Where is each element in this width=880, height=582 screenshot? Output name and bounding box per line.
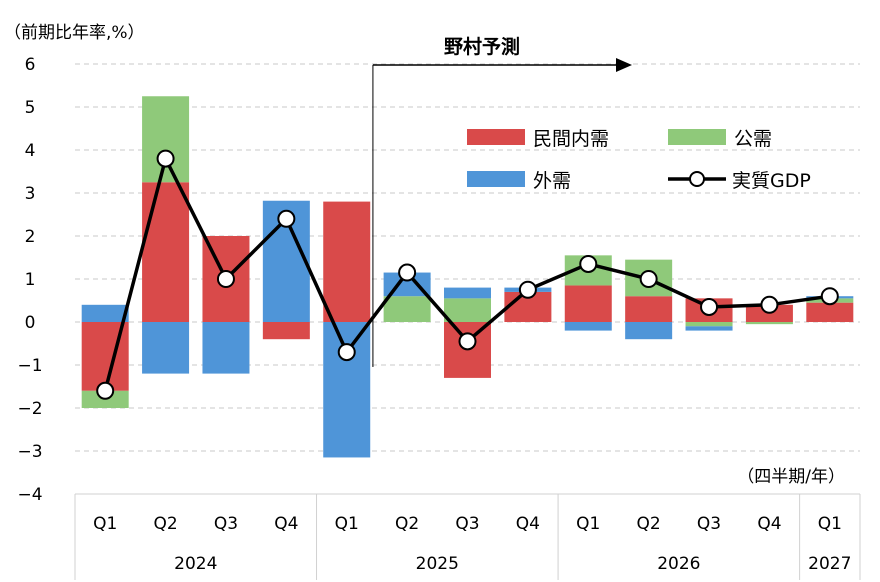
gdp-point xyxy=(337,343,356,362)
gdp-point xyxy=(277,209,296,228)
bar-segment xyxy=(806,302,854,322)
x-unit-label: （四半期/年） xyxy=(737,467,845,487)
bar-segment xyxy=(444,298,491,322)
y-tick-label: 3 xyxy=(25,184,36,204)
x-tick-label: Q4 xyxy=(516,514,540,534)
year-label: 2027 xyxy=(808,554,851,574)
x-tick-label: Q3 xyxy=(214,514,238,534)
legend-marker xyxy=(689,171,705,187)
y-unit-label: （前期比年率,%） xyxy=(4,23,145,43)
y-tick-labels: 6 5 4 3 2 1 0 −1 −2 −3 −4 xyxy=(17,55,42,505)
legend-swatch xyxy=(668,129,726,145)
year-label: 2024 xyxy=(174,554,217,574)
legend-label: 公需 xyxy=(734,128,772,150)
legend-label: 外需 xyxy=(533,170,571,192)
y-tick-label: −3 xyxy=(17,442,42,462)
forecast-arrow-head xyxy=(616,58,632,72)
gdp-point xyxy=(760,295,779,314)
y-tick-label: 2 xyxy=(25,227,36,247)
y-tick-label: 0 xyxy=(25,313,36,333)
y-tick-label: 5 xyxy=(25,98,36,118)
bar-segment xyxy=(564,285,612,322)
bar-segment xyxy=(142,182,190,322)
x-tick-label: Q3 xyxy=(697,514,721,534)
gdp-point xyxy=(156,149,175,168)
bar-segment xyxy=(685,326,733,331)
x-tick-label: Q4 xyxy=(757,514,781,534)
forecast-label: 野村予測 xyxy=(444,35,520,58)
legend-swatch xyxy=(467,129,525,145)
legend-swatch xyxy=(467,171,525,187)
legend-label: 実質GDP xyxy=(732,170,811,192)
x-tick-label: Q4 xyxy=(274,514,298,534)
bar-segment xyxy=(262,322,310,340)
bar-segment xyxy=(685,322,733,327)
x-tick-label: Q2 xyxy=(153,514,177,534)
y-tick-label: 4 xyxy=(25,141,36,161)
year-label: 2026 xyxy=(657,554,700,574)
x-axis: Q1 Q2 Q3 Q4 Q1 Q2 Q3 Q4 Q1 Q2 Q3 Q4 Q1 2024 2025 2026 20… xyxy=(74,493,861,580)
x-tick-label: Q2 xyxy=(395,514,419,534)
y-tick-label: −4 xyxy=(17,485,42,505)
x-tick-label: Q2 xyxy=(637,514,661,534)
bar-segment xyxy=(202,322,250,374)
bar-segment xyxy=(142,96,190,183)
legend-label: 民間内需 xyxy=(533,128,609,150)
y-tick-label: −1 xyxy=(17,356,42,376)
x-tick-label: Q3 xyxy=(455,514,479,534)
bar-segment xyxy=(564,322,612,331)
y-tick-label: 6 xyxy=(25,55,36,75)
gdp-point xyxy=(458,332,477,351)
bar-segment xyxy=(625,296,673,322)
gdp-point xyxy=(639,270,658,288)
bar-segment xyxy=(745,322,793,325)
x-tick-label: Q1 xyxy=(576,514,600,534)
y-tick-label: −2 xyxy=(17,399,42,419)
gdp-point xyxy=(579,254,598,273)
bar-segment xyxy=(323,201,371,322)
x-tick-label: Q1 xyxy=(93,514,117,534)
gdp-point xyxy=(518,280,537,299)
bar-series xyxy=(81,96,854,458)
gdp-point xyxy=(216,270,235,288)
bar-segment xyxy=(323,322,371,458)
bar-segment xyxy=(81,304,129,322)
gdp-point xyxy=(820,287,839,306)
bar-segment xyxy=(625,322,673,340)
gdp-point xyxy=(700,297,719,316)
x-tick-label: Q1 xyxy=(818,514,842,534)
y-tick-label: 1 xyxy=(25,270,36,290)
gdp-point xyxy=(96,381,115,400)
bar-segment xyxy=(444,287,491,299)
bar-segment xyxy=(383,296,431,322)
x-tick-label: Q1 xyxy=(335,514,359,534)
gdp-line-series xyxy=(96,149,839,400)
year-label: 2025 xyxy=(416,554,459,574)
gdp-point xyxy=(398,263,417,282)
bar-segment xyxy=(142,322,190,374)
